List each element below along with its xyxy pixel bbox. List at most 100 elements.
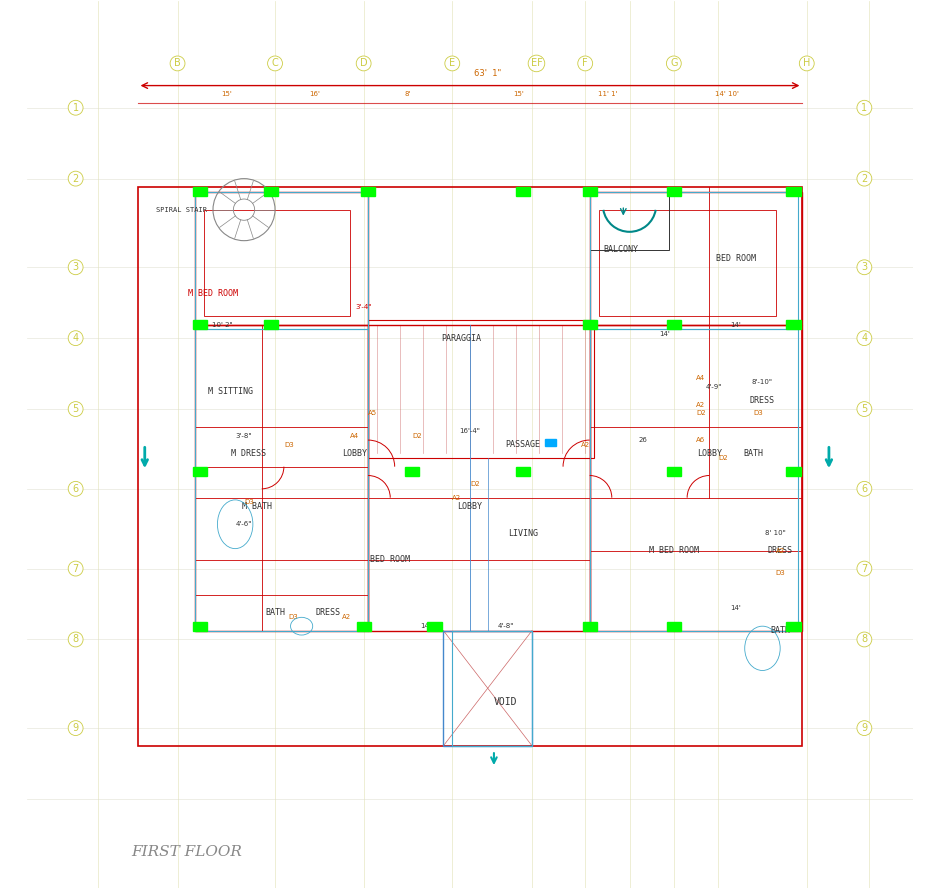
Bar — [666, 320, 681, 329]
Bar — [196, 192, 368, 329]
Bar — [666, 467, 681, 476]
Bar — [193, 467, 207, 476]
Text: 14': 14' — [668, 623, 680, 629]
Bar — [368, 320, 594, 458]
Text: A6: A6 — [696, 437, 705, 443]
Bar — [589, 324, 803, 630]
Text: BATH: BATH — [265, 608, 285, 617]
Text: 10' 2": 10' 2" — [212, 322, 232, 328]
Text: VOID: VOID — [494, 696, 517, 707]
Text: 8'-10": 8'-10" — [752, 380, 773, 386]
Text: D3: D3 — [754, 411, 763, 416]
Text: 3: 3 — [72, 262, 79, 272]
Text: 4: 4 — [72, 333, 79, 343]
Text: 11' 1': 11' 1' — [598, 92, 618, 98]
Text: F: F — [583, 59, 588, 68]
Text: A4: A4 — [696, 375, 705, 381]
Text: M BED ROOM: M BED ROOM — [649, 547, 698, 556]
Bar — [545, 439, 556, 446]
Text: M BED ROOM: M BED ROOM — [188, 289, 238, 299]
Text: A2: A2 — [452, 494, 462, 501]
Text: FIRST FLOOR: FIRST FLOOR — [131, 845, 242, 859]
Text: A4: A4 — [351, 433, 359, 438]
Text: 14': 14' — [730, 605, 742, 612]
Bar — [204, 210, 351, 316]
Bar — [787, 621, 801, 630]
Bar — [444, 630, 532, 746]
Text: LIVING: LIVING — [509, 529, 539, 538]
Text: E: E — [449, 59, 455, 68]
Text: BATH: BATH — [770, 626, 791, 635]
Text: 7: 7 — [72, 564, 79, 573]
Text: A5: A5 — [368, 411, 377, 416]
Text: 63'  1": 63' 1" — [474, 69, 501, 78]
Text: BALCONY: BALCONY — [603, 245, 638, 254]
Text: 6: 6 — [72, 484, 79, 493]
Bar — [263, 320, 277, 329]
Text: H: H — [803, 59, 810, 68]
Bar — [599, 210, 775, 316]
Bar — [452, 630, 532, 746]
Bar — [193, 320, 207, 329]
Bar — [356, 621, 370, 630]
Text: LOBBY: LOBBY — [697, 449, 722, 458]
Bar — [787, 188, 801, 196]
Bar — [583, 188, 597, 196]
Bar — [196, 324, 368, 630]
Text: 4'-8": 4'-8" — [497, 623, 513, 629]
Bar — [583, 320, 597, 329]
Text: D2: D2 — [696, 411, 706, 416]
Text: SPIRAL STAIR: SPIRAL STAIR — [156, 206, 208, 212]
Text: 6: 6 — [861, 484, 868, 493]
Bar — [666, 188, 681, 196]
Text: LOBBY: LOBBY — [458, 502, 482, 511]
Bar — [589, 192, 798, 329]
Bar — [263, 188, 277, 196]
Bar — [196, 329, 368, 630]
Bar — [589, 192, 669, 250]
Text: BED ROOM: BED ROOM — [716, 254, 756, 263]
Bar — [666, 621, 681, 630]
Text: LOBBY: LOBBY — [342, 449, 368, 458]
Text: A2: A2 — [581, 442, 590, 447]
Bar — [516, 467, 530, 476]
Text: D: D — [360, 59, 368, 68]
Bar — [428, 621, 442, 630]
Text: 9: 9 — [861, 723, 868, 733]
Text: 14': 14' — [730, 322, 742, 328]
Text: C: C — [272, 59, 278, 68]
Text: 15': 15' — [513, 92, 525, 98]
Text: DRESS: DRESS — [750, 396, 775, 404]
Text: 16': 16' — [309, 92, 321, 98]
Text: D2: D2 — [718, 455, 728, 461]
Text: D3: D3 — [284, 442, 293, 447]
Text: 14' 10': 14' 10' — [715, 92, 739, 98]
Text: DRESS: DRESS — [316, 608, 340, 617]
Text: EF: EF — [530, 59, 542, 68]
Text: D2: D2 — [413, 433, 422, 438]
Text: 8: 8 — [861, 635, 868, 645]
Text: 1: 1 — [861, 103, 868, 113]
Text: 26: 26 — [638, 437, 648, 443]
Bar — [787, 320, 801, 329]
Bar — [583, 621, 597, 630]
Text: 5: 5 — [72, 404, 79, 414]
Text: 8: 8 — [72, 635, 79, 645]
Text: D2: D2 — [470, 481, 479, 487]
Text: 8' 10": 8' 10" — [765, 530, 786, 536]
Text: PASSAGE: PASSAGE — [506, 440, 540, 449]
Text: M SITTING: M SITTING — [209, 387, 253, 396]
Bar — [368, 324, 589, 630]
Text: 8': 8' — [405, 92, 411, 98]
Text: 1: 1 — [72, 103, 79, 113]
Text: 2: 2 — [72, 173, 79, 184]
Text: 14': 14' — [420, 623, 431, 629]
Text: A2: A2 — [341, 614, 351, 621]
Bar — [361, 188, 375, 196]
Text: D3: D3 — [289, 614, 298, 621]
Text: 4: 4 — [861, 333, 868, 343]
Bar — [589, 192, 803, 324]
Text: A2: A2 — [696, 402, 705, 408]
Text: DRESS: DRESS — [768, 547, 792, 556]
Text: G: G — [670, 59, 678, 68]
